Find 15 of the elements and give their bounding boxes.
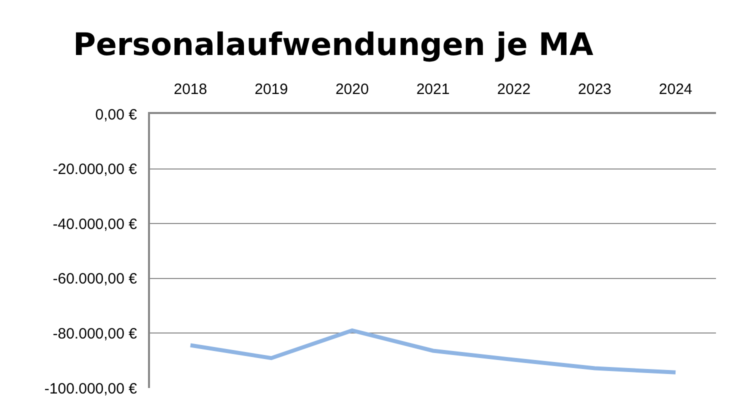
x-tick-label: 2020	[335, 81, 369, 98]
y-tick-label: -20.000,00 €	[52, 161, 138, 178]
x-tick-label: 2021	[416, 81, 450, 98]
x-tick-label: 2024	[658, 81, 692, 98]
y-tick-label: -100.000,00 €	[44, 380, 138, 398]
x-tick-label: 2019	[254, 81, 288, 98]
x-tick-label: 2022	[497, 81, 531, 98]
chart-title: Personalaufwendungen je MA	[73, 26, 594, 63]
x-tick-label: 2023	[578, 81, 612, 98]
y-tick-label: -60.000,00 €	[52, 270, 138, 288]
x-tick-label: 2018	[174, 81, 208, 98]
line-series	[188, 328, 678, 374]
y-tick-label: 0,00 €	[95, 106, 138, 124]
y-tick-label: -40.000,00 €	[52, 216, 138, 233]
y-tick-label: -80.000,00 €	[52, 325, 138, 342]
